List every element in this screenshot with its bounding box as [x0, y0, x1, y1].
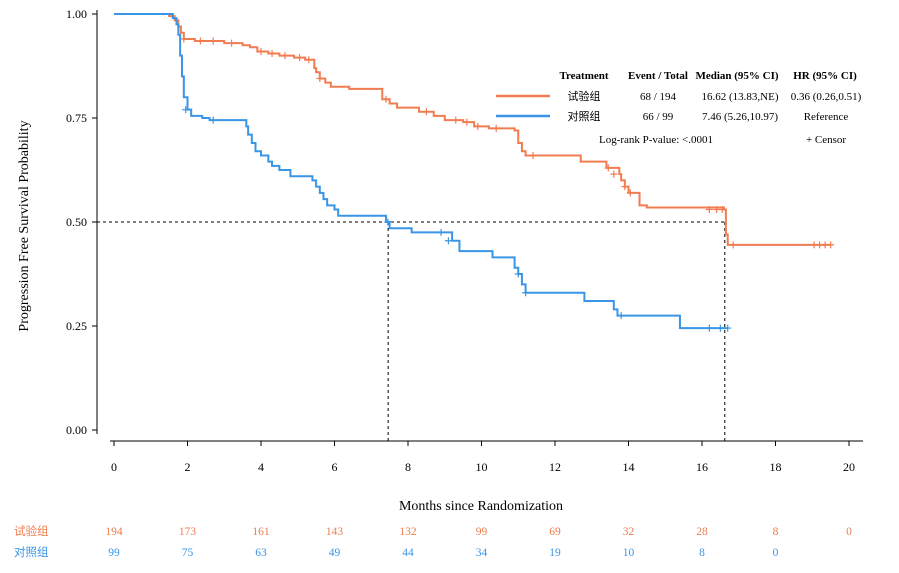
- legend-header: Event / Total: [628, 70, 688, 82]
- logrank-pvalue: Log-rank P-value: <.0001: [599, 134, 713, 146]
- risk-count: 32: [623, 526, 635, 538]
- legend-label: 对照组: [568, 109, 601, 123]
- risk-row-label: 对照组: [14, 545, 49, 559]
- risk-count: 161: [252, 526, 270, 538]
- legend-hr: 0.36 (0.26,0.51): [791, 91, 862, 103]
- censor-legend: + Censor: [806, 134, 846, 146]
- censor-mark: [610, 170, 618, 178]
- censor-mark: [705, 324, 713, 332]
- survival-curves: [114, 13, 835, 332]
- risk-count: 173: [179, 526, 197, 538]
- x-tick-label: 14: [623, 460, 635, 474]
- risk-count: 8: [773, 526, 779, 538]
- censor-mark: [281, 52, 289, 60]
- risk-count: 63: [255, 547, 267, 559]
- censor-mark: [522, 289, 530, 297]
- risk-count: 99: [476, 526, 488, 538]
- censor-mark: [182, 106, 190, 114]
- risk-count: 34: [476, 547, 488, 559]
- risk-count: 19: [549, 547, 561, 559]
- censor-mark: [422, 108, 430, 116]
- risk-count: 69: [549, 526, 561, 538]
- risk-count: 194: [105, 526, 123, 538]
- legend-hr: Reference: [804, 111, 849, 123]
- censor-mark: [529, 151, 537, 159]
- legend-header: Treatment: [559, 70, 608, 82]
- legend-event: 66 / 99: [643, 111, 674, 123]
- censor-mark: [452, 116, 460, 124]
- x-tick-label: 6: [332, 460, 338, 474]
- km-curve-series-2: [114, 13, 728, 330]
- x-tick-label: 20: [843, 460, 855, 474]
- risk-count: 99: [108, 547, 120, 559]
- axes: 0.00 0.25 0.50 0.75 1.00 0 2 4 6 8 10 12 14 16 18 20 Mon…: [17, 7, 863, 514]
- risk-count: 143: [326, 526, 344, 538]
- y-tick-label: 1.00: [66, 7, 87, 21]
- risk-count: 44: [402, 547, 414, 559]
- legend-median: 7.46 (5.26,10.97): [702, 111, 778, 123]
- censor-mark: [604, 164, 612, 172]
- x-tick-label: 12: [549, 460, 561, 474]
- risk-row-label: 试验组: [14, 524, 49, 538]
- censor-mark: [444, 237, 452, 245]
- risk-count: 0: [846, 526, 852, 538]
- y-axis-title: Progression Free Survival Probability: [17, 120, 32, 331]
- risk-table: 试验组 194 173 161 143 132 99 69 32 28 8 0 对照组 99 75 63 49 4…: [14, 524, 852, 559]
- censor-mark: [296, 54, 304, 62]
- y-tick-label: 0.75: [66, 111, 87, 125]
- censor-mark: [617, 312, 625, 320]
- risk-count: 132: [399, 526, 417, 538]
- censor-mark: [384, 218, 392, 226]
- censor-mark: [514, 270, 522, 278]
- km-curve-series-1: [114, 13, 831, 246]
- x-tick-label: 4: [258, 460, 264, 474]
- censor-mark: [196, 37, 204, 45]
- censor-mark: [268, 50, 276, 58]
- censor-mark: [827, 241, 835, 249]
- censor-mark: [305, 56, 313, 64]
- censor-mark: [382, 95, 390, 103]
- censor-mark: [437, 228, 445, 236]
- censor-mark: [729, 241, 737, 249]
- censor-mark: [209, 37, 217, 45]
- legend-label: 试验组: [568, 89, 601, 103]
- censor-mark: [621, 183, 629, 191]
- censor-mark: [718, 206, 726, 214]
- risk-count: 49: [329, 547, 341, 559]
- censor-mark: [463, 118, 471, 126]
- legend-header: Median (95% CI): [695, 70, 778, 82]
- censor-mark: [228, 39, 236, 47]
- median-reference-lines: [97, 221, 726, 441]
- x-tick-label: 10: [476, 460, 488, 474]
- x-tick-label: 16: [696, 460, 708, 474]
- x-tick-label: 0: [111, 460, 117, 474]
- censor-mark: [257, 47, 265, 55]
- risk-count: 10: [623, 547, 635, 559]
- censor-mark: [724, 324, 732, 332]
- legend-median: 16.62 (13.83,NE): [702, 91, 779, 103]
- censor-mark: [716, 324, 724, 332]
- risk-count: 0: [773, 547, 779, 559]
- censor-mark: [492, 124, 500, 132]
- y-tick-label: 0.50: [66, 215, 87, 229]
- risk-count: 8: [699, 547, 705, 559]
- x-tick-label: 8: [405, 460, 411, 474]
- censor-mark: [209, 116, 217, 124]
- x-tick-label: 18: [770, 460, 782, 474]
- risk-count: 75: [182, 547, 194, 559]
- legend-header: HR (95% CI): [793, 70, 857, 82]
- censor-mark: [705, 206, 713, 214]
- legend: Treatment Event / Total Median (95% CI) HR …: [496, 70, 862, 146]
- censor-mark: [316, 74, 324, 82]
- x-axis-title: Months since Randomization: [399, 499, 563, 514]
- legend-event: 68 / 194: [640, 91, 677, 103]
- y-tick-label: 0.25: [66, 319, 87, 333]
- censor-mark: [474, 122, 482, 130]
- x-tick-label: 2: [185, 460, 191, 474]
- risk-count: 28: [696, 526, 708, 538]
- censor-mark: [180, 35, 188, 43]
- censor-mark: [626, 189, 634, 197]
- y-tick-label: 0.00: [66, 423, 87, 437]
